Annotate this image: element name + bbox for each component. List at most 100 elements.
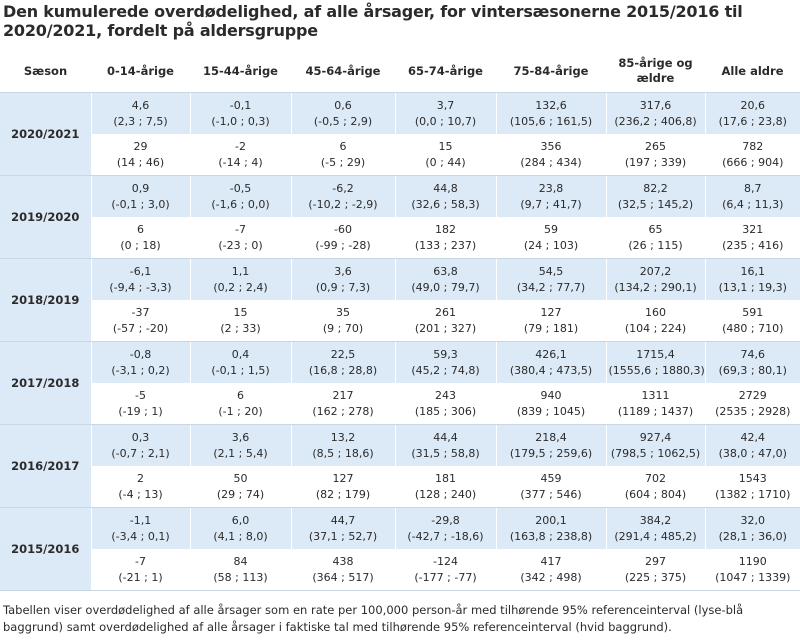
rate-value: 13,2	[330, 430, 356, 444]
rate-confidence-interval: (-3,1 ; 0,2)	[111, 363, 170, 377]
count-cell-age-15-44: 6 (-1 ; 20)	[189, 383, 291, 425]
rate-value: -6,1	[129, 264, 152, 278]
count-confidence-interval: (185 ; 306)	[414, 404, 477, 418]
rate-value: 0,3	[131, 430, 150, 444]
rate-cell-age-75-84: 54,5 (34,2 ; 77,7)	[495, 258, 606, 300]
count-value: 127	[540, 305, 562, 319]
rate-value: 384,2	[639, 513, 672, 527]
rate-cell-age-75-84: 23,8 (9,7 ; 41,7)	[495, 175, 606, 217]
table-row-rate: 2019/2020 0,9 (-0,1 ; 3,0) -0,5 (-1,6 ; 0,0)…	[0, 175, 800, 259]
count-cell-age-65-74: 243 (185 ; 306)	[394, 383, 496, 425]
rate-value: 3,6	[231, 430, 250, 444]
count-cell-age-45-64: 35 (9 ; 70)	[290, 300, 395, 342]
count-value: 181	[435, 471, 456, 485]
count-confidence-interval: (-19 ; 1)	[118, 404, 163, 418]
rate-confidence-interval: (32,6 ; 58,3)	[411, 197, 480, 211]
rate-confidence-interval: (798,5 ; 1062,5)	[610, 446, 701, 460]
count-cell-age-0-14: -37 (-57 ; -20)	[90, 300, 190, 342]
count-confidence-interval: (-99 ; -28)	[315, 238, 371, 252]
rate-confidence-interval: (38,0 ; 47,0)	[718, 446, 787, 460]
rate-cell-age-15-44: 3,6 (2,1 ; 5,4)	[189, 424, 291, 466]
rate-confidence-interval: (105,6 ; 161,5)	[509, 114, 593, 128]
rate-value: 42,4	[740, 430, 766, 444]
rate-cell-age-65-74: 63,8 (49,0 ; 79,7)	[394, 258, 496, 300]
rate-value: 132,6	[535, 98, 567, 112]
count-value: 417	[540, 554, 562, 568]
count-confidence-interval: (1189 ; 1437)	[617, 404, 694, 418]
count-value: 59	[544, 222, 558, 236]
count-confidence-interval: (666 ; 904)	[722, 155, 784, 169]
rate-value: -6,2	[332, 181, 354, 195]
rate-confidence-interval: (-0,1 ; 1,5)	[211, 363, 270, 377]
header-row: Sæson 0-14-årige 15-44-årige 45-64-årige…	[0, 50, 800, 93]
rate-confidence-interval: (45,2 ; 74,8)	[411, 363, 480, 377]
rate-value: 3,6	[334, 264, 352, 278]
rate-value: 426,1	[535, 347, 567, 361]
count-confidence-interval: (0 ; 44)	[425, 155, 466, 169]
count-value: 1190	[738, 554, 767, 568]
rate-value: 74,6	[740, 347, 766, 361]
count-confidence-interval: (225 ; 375)	[624, 570, 687, 584]
rate-confidence-interval: (-0,5 ; 2,9)	[313, 114, 373, 128]
count-value: 50	[233, 471, 248, 485]
table-row-count: 6 (0 ; 18) -7 (-23 ; 0) -60 (-99 ; -28) 182 (13…	[0, 217, 800, 259]
count-cell-age-45-64: 438 (364 ; 517)	[290, 549, 395, 591]
count-confidence-interval: (342 ; 498)	[520, 570, 582, 584]
rate-cell-all-ages: 16,1 (13,1 ; 19,3)	[704, 258, 800, 300]
rate-value: 317,6	[639, 98, 672, 112]
count-cell-age-45-64: 6 (-5 ; 29)	[290, 134, 395, 176]
rate-value: 82,2	[643, 181, 668, 195]
count-value: -37	[131, 305, 150, 319]
rate-confidence-interval: (8,5 ; 18,6)	[312, 446, 374, 460]
rate-cell-age-75-84: 426,1 (380,4 ; 473,5)	[495, 341, 606, 383]
rate-cell-age-85-plus: 384,2 (291,4 ; 485,2)	[605, 507, 705, 549]
season-label: 2016/2017	[0, 424, 91, 508]
count-confidence-interval: (-21 ; 1)	[118, 570, 163, 584]
rate-cell-age-65-74: 44,8 (32,6 ; 58,3)	[394, 175, 496, 217]
count-cell-age-65-74: 181 (128 ; 240)	[394, 466, 496, 508]
rate-cell-age-15-44: 6,0 (4,1 ; 8,0)	[189, 507, 291, 549]
count-value: -7	[235, 222, 246, 236]
count-confidence-interval: (128 ; 240)	[414, 487, 477, 501]
count-cell-age-45-64: 127 (82 ; 179)	[290, 466, 395, 508]
count-confidence-interval: (9 ; 70)	[322, 321, 364, 335]
rate-cell-all-ages: 32,0 (28,1 ; 36,0)	[704, 507, 800, 549]
count-cell-all-ages: 782 (666 ; 904)	[704, 134, 800, 176]
header-age-75-84: 75-84-årige	[496, 50, 606, 93]
rate-confidence-interval: (17,6 ; 23,8)	[718, 114, 787, 128]
count-value: -60	[334, 222, 352, 236]
rate-value: 218,4	[535, 430, 567, 444]
count-confidence-interval: (197 ; 339)	[624, 155, 687, 169]
count-confidence-interval: (377 ; 546)	[520, 487, 582, 501]
rate-cell-age-0-14: 4,6 (2,3 ; 7,5)	[90, 92, 190, 134]
count-value: -124	[433, 554, 458, 568]
rate-confidence-interval: (9,7 ; 41,7)	[520, 197, 582, 211]
header-age-85-plus: 85-årige og ældre	[606, 50, 705, 93]
rate-cell-age-15-44: 0,4 (-0,1 ; 1,5)	[189, 341, 291, 383]
count-value: 35	[336, 305, 350, 319]
count-value: 356	[540, 139, 562, 153]
rate-confidence-interval: (-0,1 ; 3,0)	[111, 197, 170, 211]
rate-value: 1715,4	[636, 347, 675, 361]
rate-confidence-interval: (16,8 ; 28,8)	[308, 363, 378, 377]
count-cell-all-ages: 591 (480 ; 710)	[704, 300, 800, 342]
rate-cell-age-0-14: 0,3 (-0,7 ; 2,1)	[90, 424, 190, 466]
rate-value: 0,9	[131, 181, 150, 195]
rate-confidence-interval: (4,1 ; 8,0)	[213, 529, 268, 543]
table-footnote: Tabellen viser overdødelighed af alle år…	[3, 603, 744, 634]
rate-confidence-interval: (380,4 ; 473,5)	[509, 363, 593, 377]
rate-cell-age-85-plus: 1715,4 (1555,6 ; 1880,3)	[605, 341, 705, 383]
rate-confidence-interval: (49,0 ; 79,7)	[411, 280, 480, 294]
rate-value: 1,1	[231, 264, 250, 278]
rate-confidence-interval: (69,3 ; 80,1)	[718, 363, 787, 377]
count-cell-age-75-84: 417 (342 ; 498)	[495, 549, 606, 591]
count-value: 6	[237, 388, 244, 402]
count-value: 459	[540, 471, 562, 485]
count-cell-age-45-64: -60 (-99 ; -28)	[290, 217, 395, 259]
count-cell-all-ages: 2729 (2535 ; 2928)	[704, 383, 800, 425]
count-value: 702	[645, 471, 666, 485]
count-cell-age-75-84: 127 (79 ; 181)	[495, 300, 606, 342]
table-row-count: 29 (14 ; 46) -2 (-14 ; 4) 6 (-5 ; 29) 15 (0 ; 4…	[0, 134, 800, 176]
rate-cell-age-65-74: -29,8 (-42,7 ; -18,6)	[394, 507, 496, 549]
rate-value: 32,0	[740, 513, 766, 527]
